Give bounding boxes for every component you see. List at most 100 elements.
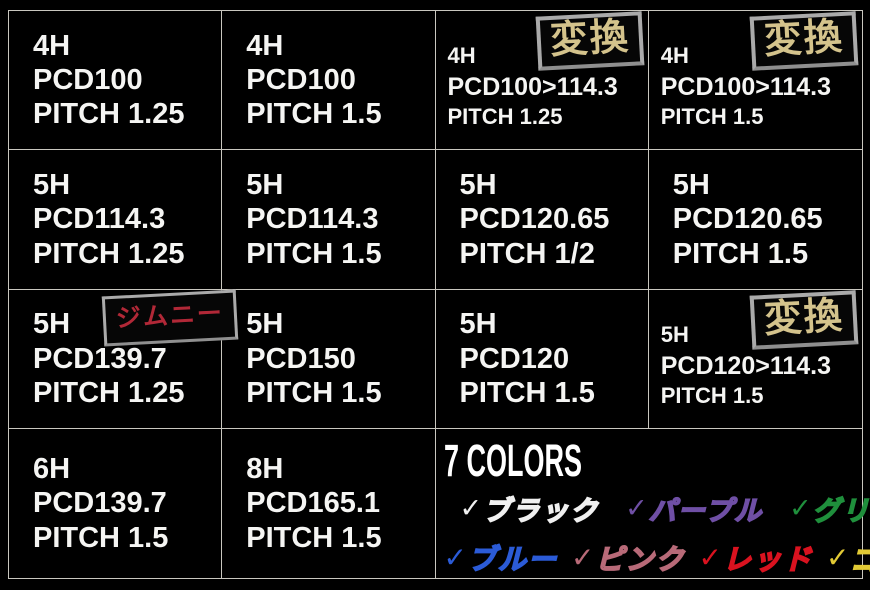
spec-grid: 4H PCD100 PITCH 1.25 4H PCD100 PITCH 1.5…: [8, 10, 870, 579]
pcd-value: PCD139.7: [33, 342, 167, 375]
pcd-value: PCD120>114.3: [660, 351, 832, 380]
holes-count: 6H: [33, 453, 71, 486]
pitch-value: PITCH 1.5: [660, 383, 764, 409]
pitch-value: PITCH 1.5: [459, 376, 595, 409]
holes-count: 8H: [246, 453, 284, 486]
conversion-badge: 変換: [749, 11, 859, 71]
spec-cell: 4H PCD100 PITCH 1.5: [222, 11, 436, 151]
colors-title: 7 COLORS: [444, 435, 863, 486]
holes-count: 5H: [459, 169, 497, 202]
color-item: ✓ ブルー: [444, 538, 558, 578]
holes-count: 5H: [33, 308, 71, 341]
color-label: ブルー: [467, 543, 558, 576]
spec-text: 4H PCD100 PITCH 1.25: [33, 29, 185, 132]
spec-cell: 5H PCD120 PITCH 1.5: [435, 289, 649, 429]
spec-text: 5H PCD114.3 PITCH 1.5: [246, 168, 381, 271]
spec-cell: 5H PCD120.65 PITCH 1.5: [648, 150, 862, 290]
holes-count: 5H: [459, 308, 497, 341]
color-item: ✓ ピンク: [571, 538, 685, 578]
color-label: ブラック: [482, 495, 600, 527]
color-row: ✓ ブルー ✓ ピンク ✓ レッド ✓ ゴールド: [444, 538, 870, 578]
check-icon: ✓: [459, 492, 483, 523]
pcd-value: PCD100>114.3: [660, 72, 832, 101]
pitch-value: PITCH 1.5: [33, 521, 169, 554]
spec-text: 4H PCD100>114.3 PITCH 1.5: [661, 42, 831, 132]
pitch-value: PITCH 1.25: [33, 237, 185, 270]
holes-count: 4H: [660, 43, 689, 69]
spec-text: 5H PCD120.65 PITCH 1/2: [460, 168, 610, 271]
color-item: ✓ ブラック: [460, 489, 600, 528]
pitch-value: PITCH 1.5: [672, 237, 809, 270]
spec-text: 4H PCD100>114.3 PITCH 1.25: [448, 42, 618, 132]
pcd-value: PCD139.7: [33, 487, 167, 520]
pcd-value: PCD100: [246, 64, 356, 97]
jimny-badge: ジムニー: [102, 289, 239, 346]
spec-text: 5H PCD114.3 PITCH 1.25: [33, 168, 185, 271]
color-item: ✓ ゴールド: [826, 538, 870, 578]
color-item: ✓ レッド: [698, 538, 812, 578]
holes-count: 4H: [246, 29, 284, 62]
color-item: ✓ パープル: [625, 489, 763, 528]
spec-cell: ジムニー 5H PCD139.7 PITCH 1.25: [9, 289, 239, 429]
color-label: ピンク: [595, 543, 686, 576]
spec-cell: 8H PCD165.1 PITCH 1.5: [222, 428, 436, 578]
pitch-value: PITCH 1.5: [246, 98, 382, 131]
check-icon: ✓: [570, 542, 595, 574]
pcd-value: PCD100: [33, 64, 143, 97]
pcd-value: PCD150: [246, 342, 356, 375]
holes-count: 5H: [246, 308, 284, 341]
holes-count: 4H: [447, 43, 476, 69]
pcd-value: PCD165.1: [246, 487, 381, 520]
spec-cell: 5H PCD114.3 PITCH 1.5: [222, 150, 436, 290]
holes-count: 5H: [660, 321, 689, 347]
holes-count: 5H: [33, 169, 71, 202]
color-label: グリーン: [812, 495, 870, 527]
pitch-value: PITCH 1.5: [246, 376, 382, 409]
spec-cell: 変換 4H PCD100>114.3 PITCH 1.25: [435, 11, 649, 151]
pitch-value: PITCH 1.5: [246, 521, 382, 554]
pcd-value: PCD114.3: [246, 203, 379, 236]
spec-cell: 5H PCD114.3 PITCH 1.25: [9, 150, 223, 290]
colors-title-text: 7 COLORS: [443, 434, 582, 486]
holes-count: 5H: [246, 169, 284, 202]
conversion-badge: 変換: [749, 289, 859, 350]
pcd-value: PCD120.65: [459, 203, 610, 236]
pcd-value: PCD120: [459, 342, 570, 375]
spec-text: 5H PCD150 PITCH 1.5: [246, 307, 381, 410]
spec-text: 5H PCD120>114.3 PITCH 1.5: [661, 321, 831, 411]
check-icon: ✓: [789, 492, 812, 523]
pcd-value: PCD100>114.3: [447, 72, 618, 101]
check-icon: ✓: [825, 542, 850, 574]
spec-text: 5H PCD120.65 PITCH 1.5: [673, 168, 823, 271]
spec-cell: 5H PCD120.65 PITCH 1/2: [435, 150, 649, 290]
color-label: パープル: [648, 495, 764, 527]
check-icon: ✓: [698, 542, 722, 574]
spec-cell: 変換 5H PCD120>114.3 PITCH 1.5: [648, 289, 862, 429]
holes-count: 4H: [33, 29, 71, 62]
spec-text: 4H PCD100 PITCH 1.5: [246, 29, 381, 132]
spec-cell: 5H PCD150 PITCH 1.5: [222, 289, 436, 429]
color-item: ✓ グリーン: [789, 489, 870, 528]
pitch-value: PITCH 1.25: [33, 98, 185, 131]
spec-cell: 4H PCD100 PITCH 1.25: [9, 11, 223, 151]
spec-text: 8H PCD165.1 PITCH 1.5: [246, 452, 381, 555]
spec-text: 5H PCD139.7 PITCH 1.25: [33, 307, 185, 410]
pcd-value: PCD120.65: [672, 203, 823, 236]
spec-text: 5H PCD120 PITCH 1.5: [460, 307, 595, 410]
pcd-value: PCD114.3: [33, 203, 166, 236]
spec-cell: 6H PCD139.7 PITCH 1.5: [9, 428, 223, 578]
pitch-value: PITCH 1/2: [459, 237, 595, 270]
conversion-badge: 変換: [535, 11, 645, 71]
spec-cell: 変換 4H PCD100>114.3 PITCH 1.5: [648, 11, 862, 151]
check-icon: ✓: [443, 542, 467, 574]
check-icon: ✓: [625, 492, 648, 523]
pitch-value: PITCH 1.5: [246, 237, 382, 270]
color-label: レッド: [722, 543, 813, 576]
pitch-value: PITCH 1.25: [447, 104, 563, 130]
color-row: ✓ ブラック ✓ パープル ✓ グリーン: [460, 489, 870, 528]
colors-panel: 7 COLORS ✓ ブラック ✓ パープル ✓ グリーン ✓ ブルー ✓: [436, 429, 870, 578]
pitch-value: PITCH 1.5: [660, 104, 764, 130]
spec-text: 6H PCD139.7 PITCH 1.5: [33, 452, 168, 555]
color-label: ゴールド: [850, 538, 870, 578]
pitch-value: PITCH 1.25: [33, 376, 185, 409]
